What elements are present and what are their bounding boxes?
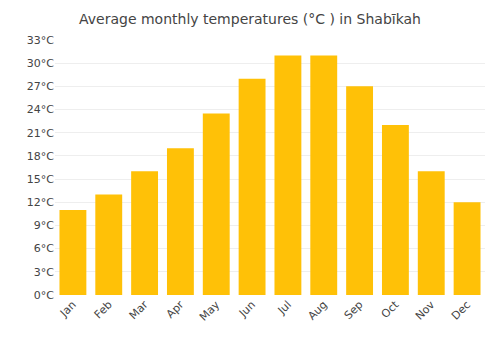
svg-text:May: May [197,298,223,324]
svg-text:Jul: Jul [275,298,294,317]
svg-text:Average monthly temperatures (: Average monthly temperatures (°C ) in Sh… [79,11,421,27]
svg-text:Oct: Oct [379,298,402,321]
svg-text:18°C: 18°C [27,150,54,163]
svg-text:33°C: 33°C [27,34,54,47]
svg-text:27°C: 27°C [27,80,54,93]
svg-text:3°C: 3°C [34,266,54,279]
svg-text:Jan: Jan [57,298,79,320]
svg-text:15°C: 15°C [27,173,54,186]
svg-text:Jun: Jun [236,298,258,320]
svg-text:Sep: Sep [342,298,366,322]
svg-text:24°C: 24°C [27,103,54,116]
svg-text:0°C: 0°C [34,289,54,302]
svg-text:30°C: 30°C [27,57,54,70]
svg-text:12°C: 12°C [27,196,54,209]
svg-text:9°C: 9°C [34,219,54,232]
svg-text:6°C: 6°C [34,242,54,255]
svg-text:Dec: Dec [449,298,473,322]
svg-text:Mar: Mar [127,298,151,322]
svg-text:Apr: Apr [164,298,187,321]
svg-text:Feb: Feb [92,298,115,321]
svg-text:21°C: 21°C [27,127,54,140]
svg-text:Nov: Nov [413,298,438,323]
svg-text:Aug: Aug [305,298,329,322]
